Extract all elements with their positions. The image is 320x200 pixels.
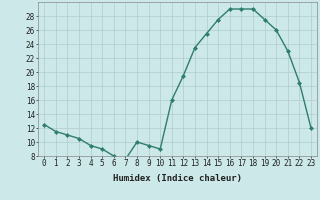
X-axis label: Humidex (Indice chaleur): Humidex (Indice chaleur) <box>113 174 242 183</box>
